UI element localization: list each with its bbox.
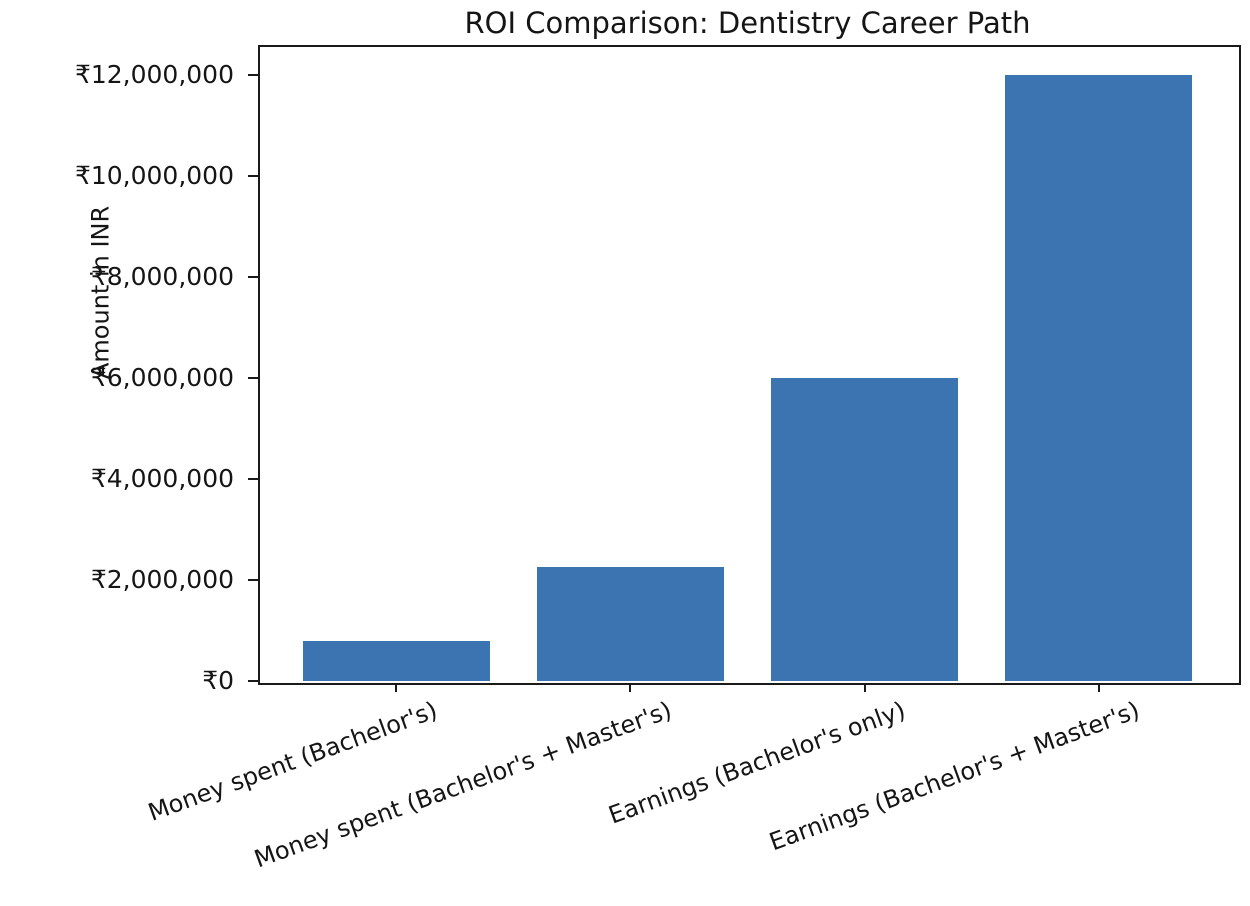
chart-title: ROI Comparison: Dentistry Career Path: [464, 6, 1031, 40]
y-tick-mark: [248, 680, 258, 682]
y-tick-mark: [248, 377, 258, 380]
y-tick-label: ₹2,000,000: [90, 565, 234, 595]
x-tick-label: Money spent (Bachelor's + Master's): [250, 696, 675, 874]
x-tick-mark: [863, 683, 866, 692]
x-tick-mark: [629, 683, 632, 692]
y-tick-label: ₹8,000,000: [90, 262, 234, 292]
y-tick-mark: [248, 276, 258, 279]
y-tick-mark: [248, 74, 258, 77]
y-tick-label: ₹0: [202, 666, 234, 695]
x-tick-label: Earnings (Bachelor's + Master's): [765, 696, 1144, 857]
y-tick-label: ₹10,000,000: [74, 161, 234, 191]
y-tick-mark: [248, 175, 258, 178]
x-tick-mark: [1097, 683, 1100, 692]
x-tick-mark: [395, 683, 398, 692]
y-tick-mark: [248, 579, 258, 582]
y-axis-title: Amount in INR: [86, 205, 115, 379]
y-tick-label: ₹4,000,000: [90, 464, 234, 494]
y-tick-label: ₹12,000,000: [74, 60, 234, 90]
bar-3: [770, 378, 959, 681]
y-tick-mark: [248, 478, 258, 481]
bar-1: [302, 640, 490, 681]
y-tick-label: ₹6,000,000: [90, 363, 234, 393]
bar-4: [1005, 75, 1193, 681]
bar-2: [536, 567, 725, 681]
